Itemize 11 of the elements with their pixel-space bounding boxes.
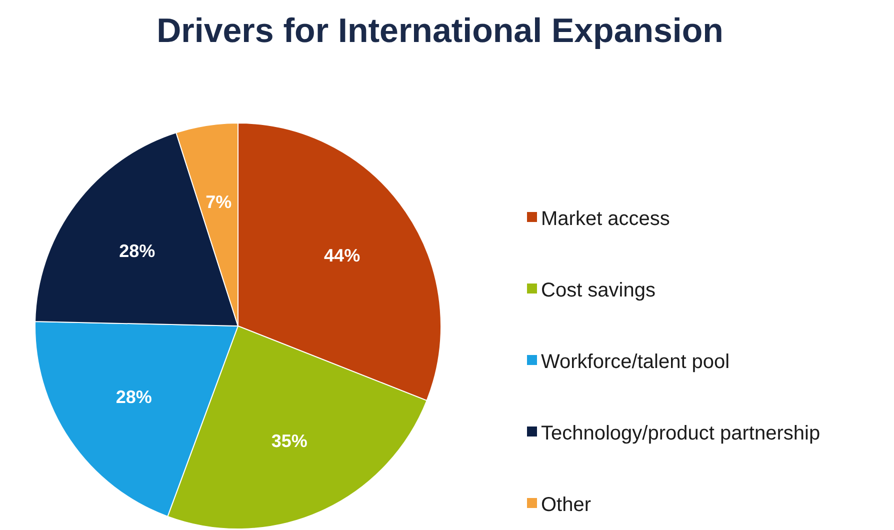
data-label: 44% bbox=[324, 246, 360, 266]
data-label: 28% bbox=[116, 387, 152, 408]
data-label: 35% bbox=[271, 431, 308, 452]
legend-label: Other bbox=[541, 494, 592, 516]
legend-label: Market access bbox=[541, 208, 670, 230]
legend-label: Technology/product partnership bbox=[541, 422, 820, 444]
legend-label: Workforce/talent pool bbox=[541, 351, 730, 373]
chart-title: Drivers for International Expansion bbox=[156, 12, 724, 50]
data-label: 7% bbox=[206, 192, 232, 212]
legend-label: Cost savings bbox=[541, 280, 656, 302]
data-label: 28% bbox=[119, 240, 156, 261]
